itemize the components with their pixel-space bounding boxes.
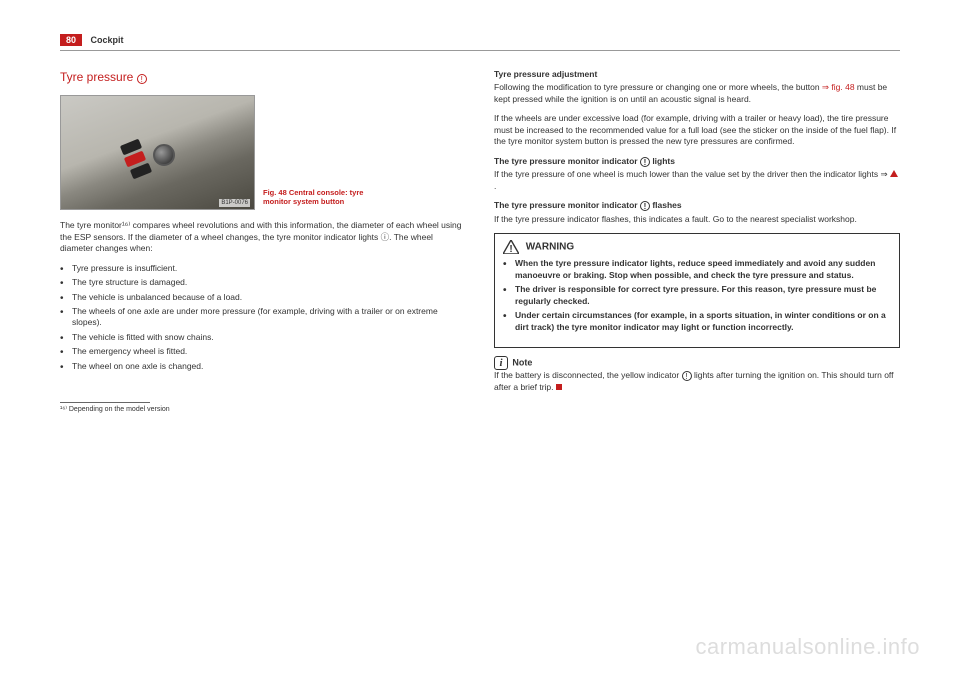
info-icon: i bbox=[494, 356, 508, 370]
indicator-flashes-paragraph: If the tyre pressure indicator flashes, … bbox=[494, 214, 900, 225]
list-item: Tyre pressure is insufficient. bbox=[60, 263, 466, 274]
page-header: 80 Cockpit bbox=[60, 30, 900, 51]
console-button-icon bbox=[130, 163, 152, 180]
svg-text:!: ! bbox=[509, 244, 512, 254]
list-item: The wheel on one axle is changed. bbox=[60, 361, 466, 372]
adjustment-paragraph: Following the modification to tyre press… bbox=[494, 82, 900, 105]
section-title: Tyre pressure ! bbox=[60, 69, 466, 85]
indicator-lights-heading: The tyre pressure monitor indicator ! li… bbox=[494, 156, 900, 167]
note-paragraph: If the battery is disconnected, the yell… bbox=[494, 370, 900, 393]
note-block: i Note bbox=[494, 356, 900, 370]
right-column: Tyre pressure adjustment Following the m… bbox=[494, 69, 900, 415]
text-span: . bbox=[494, 181, 496, 191]
causes-list: Tyre pressure is insufficient. The tyre … bbox=[60, 263, 466, 373]
warning-title: ! WARNING bbox=[503, 240, 891, 254]
text-span: lights bbox=[650, 156, 675, 166]
console-dial-icon bbox=[153, 144, 175, 166]
tyre-pressure-icon: ! bbox=[640, 157, 650, 167]
list-item: When the tyre pressure indicator lights,… bbox=[503, 258, 891, 281]
manual-page: 80 Cockpit Tyre pressure ! Fig. 48 Centr… bbox=[0, 0, 960, 435]
text-span: flashes bbox=[650, 200, 682, 210]
list-item: The vehicle is unbalanced because of a l… bbox=[60, 292, 466, 303]
warning-list: When the tyre pressure indicator lights,… bbox=[503, 258, 891, 333]
figure-row: Fig. 48 Central console: tyre monitor sy… bbox=[60, 95, 466, 210]
content-columns: Tyre pressure ! Fig. 48 Central console:… bbox=[60, 69, 900, 415]
warning-label: WARNING bbox=[526, 242, 574, 253]
tyre-pressure-icon: ! bbox=[137, 74, 147, 84]
intro-paragraph: The tyre monitor¹⁶⁾ compares wheel revol… bbox=[60, 220, 466, 254]
list-item: The vehicle is fitted with snow chains. bbox=[60, 332, 466, 343]
tyre-pressure-icon: ! bbox=[682, 371, 692, 381]
list-item: The tyre structure is damaged. bbox=[60, 277, 466, 288]
warning-triangle-icon: ! bbox=[503, 240, 519, 254]
figure-caption: Fig. 48 Central console: tyre monitor sy… bbox=[263, 188, 383, 210]
adjustment-heading: Tyre pressure adjustment bbox=[494, 69, 900, 80]
text-span: The tyre pressure monitor indicator bbox=[494, 200, 640, 210]
left-column: Tyre pressure ! Fig. 48 Central console:… bbox=[60, 69, 466, 415]
footnote: ¹⁶⁾ Depending on the model version bbox=[60, 405, 466, 414]
figure-image bbox=[60, 95, 255, 210]
adjustment-paragraph-2: If the wheels are under excessive load (… bbox=[494, 113, 900, 147]
end-of-section-icon bbox=[556, 384, 562, 390]
figure-reference: ⇒ fig. 48 bbox=[822, 82, 855, 92]
chapter-title: Cockpit bbox=[90, 35, 123, 45]
watermark: carmanualsonline.info bbox=[695, 634, 920, 660]
list-item: The driver is responsible for correct ty… bbox=[503, 284, 891, 307]
indicator-flashes-heading: The tyre pressure monitor indicator ! fl… bbox=[494, 200, 900, 211]
text-span: If the tyre pressure of one wheel is muc… bbox=[494, 169, 890, 179]
text-span: The tyre pressure monitor indicator bbox=[494, 156, 640, 166]
section-title-text: Tyre pressure bbox=[60, 70, 133, 84]
list-item: Under certain circumstances (for example… bbox=[503, 310, 891, 333]
warning-box: ! WARNING When the tyre pressure indicat… bbox=[494, 233, 900, 348]
note-label: Note bbox=[512, 357, 532, 367]
indicator-lights-paragraph: If the tyre pressure of one wheel is muc… bbox=[494, 169, 900, 192]
list-item: The emergency wheel is fitted. bbox=[60, 346, 466, 357]
footnote-rule bbox=[60, 402, 150, 403]
text-span: Following the modification to tyre press… bbox=[494, 82, 822, 92]
tyre-pressure-icon: ! bbox=[640, 201, 650, 211]
text-span: If the battery is disconnected, the yell… bbox=[494, 370, 682, 380]
page-number-badge: 80 bbox=[60, 34, 82, 46]
warning-triangle-icon bbox=[890, 170, 898, 177]
list-item: The wheels of one axle are under more pr… bbox=[60, 306, 466, 329]
